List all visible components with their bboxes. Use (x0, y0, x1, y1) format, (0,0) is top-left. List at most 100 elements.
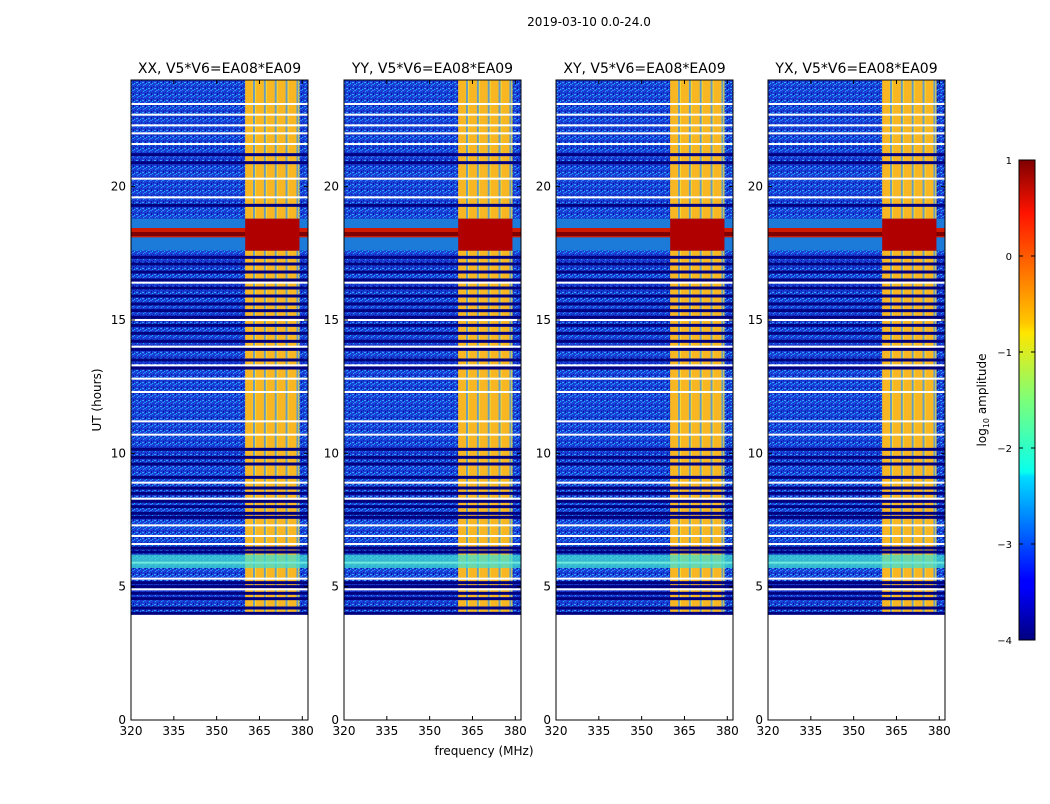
flagged-row-white (131, 143, 308, 145)
flagged-row-dark (768, 153, 945, 157)
flagged-row-dark (556, 347, 733, 351)
flagged-row-dark (131, 491, 308, 495)
x-tick-label: 320 (757, 724, 780, 738)
flagged-row-white (131, 391, 308, 393)
flagged-row-white (768, 497, 945, 500)
flagged-row-dark (131, 546, 308, 550)
flagged-row-white (556, 364, 733, 367)
flagged-row-white (131, 124, 308, 127)
flagged-row-dark (344, 606, 521, 610)
flagged-row-white (344, 177, 521, 180)
y-tick-label: 15 (748, 313, 763, 327)
panel-title-XX: XX, V5*V6=EA08*EA09 (138, 61, 301, 77)
x-tick-label: 350 (842, 724, 865, 738)
bright-rfi-block (245, 218, 300, 251)
flagged-row-dark (556, 278, 733, 282)
flagged-row-dark (131, 286, 308, 290)
flagged-row-white (556, 177, 733, 180)
y-tick-label: 10 (324, 446, 339, 460)
flagged-row-dark (131, 550, 308, 554)
flagged-row-dark (344, 486, 521, 490)
flagged-row-dark (768, 455, 945, 459)
x-tick-label: 380 (504, 724, 527, 738)
flagged-row-dark (344, 447, 521, 451)
bright-row-darkred (556, 232, 733, 236)
flagged-row-dark (556, 486, 733, 490)
flagged-row-dark (768, 339, 945, 343)
x-tick-label: 320 (120, 724, 143, 738)
flagged-row-white (344, 588, 521, 591)
flagged-row-white (768, 535, 945, 537)
flagged-row-dark (131, 255, 308, 259)
cyan-row (344, 554, 521, 568)
flagged-row-dark (344, 550, 521, 554)
flagged-row-dark (556, 515, 733, 519)
panel-frame (767, 79, 946, 721)
flagged-row-white (344, 391, 521, 393)
x-tick-label: 320 (545, 724, 568, 738)
flagged-row-white (768, 577, 945, 580)
flagged-row-white (556, 196, 733, 199)
flagged-row-dark (131, 262, 308, 266)
flagged-row-dark (768, 591, 945, 595)
flagged-row-dark (131, 358, 308, 362)
flagged-row-dark (131, 606, 308, 610)
flagged-row-white (131, 196, 308, 199)
flagged-row-dark (768, 294, 945, 298)
flagged-row-white (344, 535, 521, 537)
flagged-row-dark (131, 278, 308, 282)
flagged-row-white (344, 497, 521, 500)
flagged-row-white (556, 103, 733, 105)
flagged-row-dark (131, 447, 308, 451)
flagged-row-dark (344, 302, 521, 306)
x-tick-label: 320 (333, 724, 356, 738)
flagged-row-dark (556, 546, 733, 550)
flagged-row-white (131, 535, 308, 537)
y-tick-label: 5 (118, 580, 126, 594)
bright-rfi-block (458, 218, 513, 251)
flagged-row-white (556, 113, 733, 116)
flagged-row-white (344, 524, 521, 527)
panel-frame (343, 79, 522, 721)
flagged-row-dark (131, 499, 308, 503)
flagged-row-dark (768, 309, 945, 313)
flagged-row-dark (768, 475, 945, 479)
x-tick-label: 335 (587, 724, 610, 738)
flagged-row-dark (344, 462, 521, 466)
flagged-row-white (556, 281, 733, 284)
flagged-row-white (556, 543, 733, 545)
flagged-row-white (768, 319, 945, 321)
flagged-row-white (556, 497, 733, 500)
colorbar-tick-label: 0 (1006, 252, 1012, 263)
x-tick-label: 365 (673, 724, 696, 738)
flagged-row-dark (556, 323, 733, 327)
flagged-row-white (768, 345, 945, 348)
flagged-row-dark (131, 331, 308, 335)
flagged-row-dark (768, 447, 945, 451)
flagged-row-white (344, 113, 521, 116)
flagged-row-dark (344, 323, 521, 327)
flagged-row-dark (768, 270, 945, 274)
panel-frame (130, 79, 309, 721)
flagged-row-white (556, 143, 733, 145)
flagged-row-dark (768, 331, 945, 335)
flagged-row-white (131, 577, 308, 580)
flagged-row-white (556, 391, 733, 393)
y-tick-label: 15 (536, 313, 551, 327)
flagged-row-dark (344, 286, 521, 290)
flagged-row-dark (131, 294, 308, 298)
flagged-row-white (131, 497, 308, 500)
flagged-row-dark (768, 491, 945, 495)
flagged-row-white (768, 433, 945, 436)
flagged-row-dark (131, 315, 308, 319)
colorbar-tick-label: −1 (997, 348, 1012, 359)
flagged-row-dark (556, 462, 733, 466)
flagged-row-dark (344, 262, 521, 266)
flagged-row-white (131, 345, 308, 348)
flagged-row-white (131, 433, 308, 436)
flagged-row-white (344, 543, 521, 545)
flagged-row-white (556, 345, 733, 348)
panel-YX: YX, V5*V6=EA08*EA09 320 335 350 365 380 0 5 10 15… (748, 61, 951, 738)
flagged-row-white (344, 143, 521, 145)
